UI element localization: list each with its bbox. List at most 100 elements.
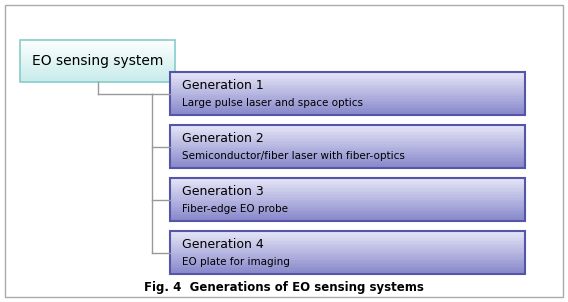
Bar (170, 200, 525, 202)
Bar (20, 39, 175, 42)
Bar (170, 85, 525, 88)
Bar (170, 136, 525, 138)
Bar (20, 77, 175, 80)
Bar (20, 66, 175, 69)
Bar (170, 234, 525, 237)
Bar (170, 138, 525, 141)
Bar (170, 216, 525, 218)
Bar (170, 98, 525, 101)
Bar (170, 124, 525, 127)
Bar (170, 193, 525, 195)
Bar (170, 217, 525, 220)
Bar (170, 206, 525, 208)
Bar (170, 260, 525, 262)
Bar (170, 103, 525, 105)
Bar (170, 201, 525, 204)
Bar (170, 164, 525, 167)
Bar (170, 196, 525, 198)
Bar (20, 62, 175, 65)
Bar (20, 64, 175, 67)
Bar (170, 211, 525, 214)
Bar (170, 240, 525, 243)
Text: Fiber-edge EO probe: Fiber-edge EO probe (182, 204, 288, 214)
Bar (170, 269, 525, 271)
Bar (170, 231, 525, 274)
Bar (20, 60, 175, 63)
Bar (170, 154, 525, 156)
Bar (170, 207, 525, 210)
Bar (170, 186, 525, 188)
Bar (170, 107, 525, 109)
Bar (170, 91, 525, 94)
Bar (170, 242, 525, 244)
Bar (20, 75, 175, 78)
Bar (170, 252, 525, 254)
Bar (170, 184, 525, 187)
Text: EO sensing system: EO sensing system (32, 54, 163, 68)
Text: Generation 1: Generation 1 (182, 79, 264, 92)
Bar (170, 105, 525, 108)
Bar (170, 82, 525, 85)
Bar (170, 80, 525, 82)
Bar (170, 148, 525, 151)
Bar (170, 159, 525, 161)
Bar (170, 254, 525, 257)
Bar (170, 246, 525, 248)
Bar (170, 133, 525, 135)
Bar (20, 58, 175, 61)
Bar (170, 191, 525, 194)
Bar (170, 190, 525, 192)
Bar (170, 267, 525, 270)
Bar (20, 40, 175, 82)
Bar (170, 71, 525, 73)
Bar (170, 128, 525, 131)
Bar (170, 94, 525, 96)
Text: Generation 3: Generation 3 (182, 185, 264, 198)
Bar (170, 194, 525, 197)
Bar (20, 54, 175, 57)
Bar (170, 84, 525, 86)
Bar (170, 264, 525, 267)
Bar (170, 198, 525, 201)
Bar (170, 183, 525, 185)
Bar (170, 163, 525, 165)
Text: Semiconductor/fiber laser with fiber-optics: Semiconductor/fiber laser with fiber-opt… (182, 151, 405, 161)
Bar (20, 43, 175, 46)
Bar (170, 88, 525, 91)
Bar (170, 78, 525, 81)
Bar (170, 197, 525, 200)
Bar (170, 131, 525, 133)
Bar (170, 249, 525, 251)
Bar (170, 178, 525, 181)
Bar (170, 259, 525, 261)
Bar (170, 140, 525, 142)
Bar (170, 97, 525, 99)
Bar (170, 101, 525, 104)
Bar (170, 95, 525, 98)
Bar (170, 92, 525, 95)
Bar (20, 47, 175, 50)
Bar (170, 231, 525, 234)
Bar (170, 256, 525, 258)
Bar (20, 72, 175, 76)
Bar (170, 209, 525, 211)
Bar (170, 146, 525, 148)
Bar (170, 181, 525, 184)
Bar (170, 203, 525, 205)
Bar (20, 68, 175, 72)
Bar (170, 161, 525, 164)
Bar (170, 72, 525, 75)
Text: Generation 2: Generation 2 (182, 132, 264, 145)
Bar (170, 180, 525, 182)
Bar (170, 244, 525, 247)
Text: Generation 4: Generation 4 (182, 238, 264, 251)
Bar (170, 77, 525, 79)
Bar (20, 41, 175, 44)
Bar (170, 75, 525, 78)
Bar (170, 160, 525, 162)
Bar (170, 188, 525, 191)
Bar (170, 271, 525, 274)
Bar (170, 137, 525, 139)
Bar (170, 266, 525, 268)
Bar (170, 127, 525, 129)
